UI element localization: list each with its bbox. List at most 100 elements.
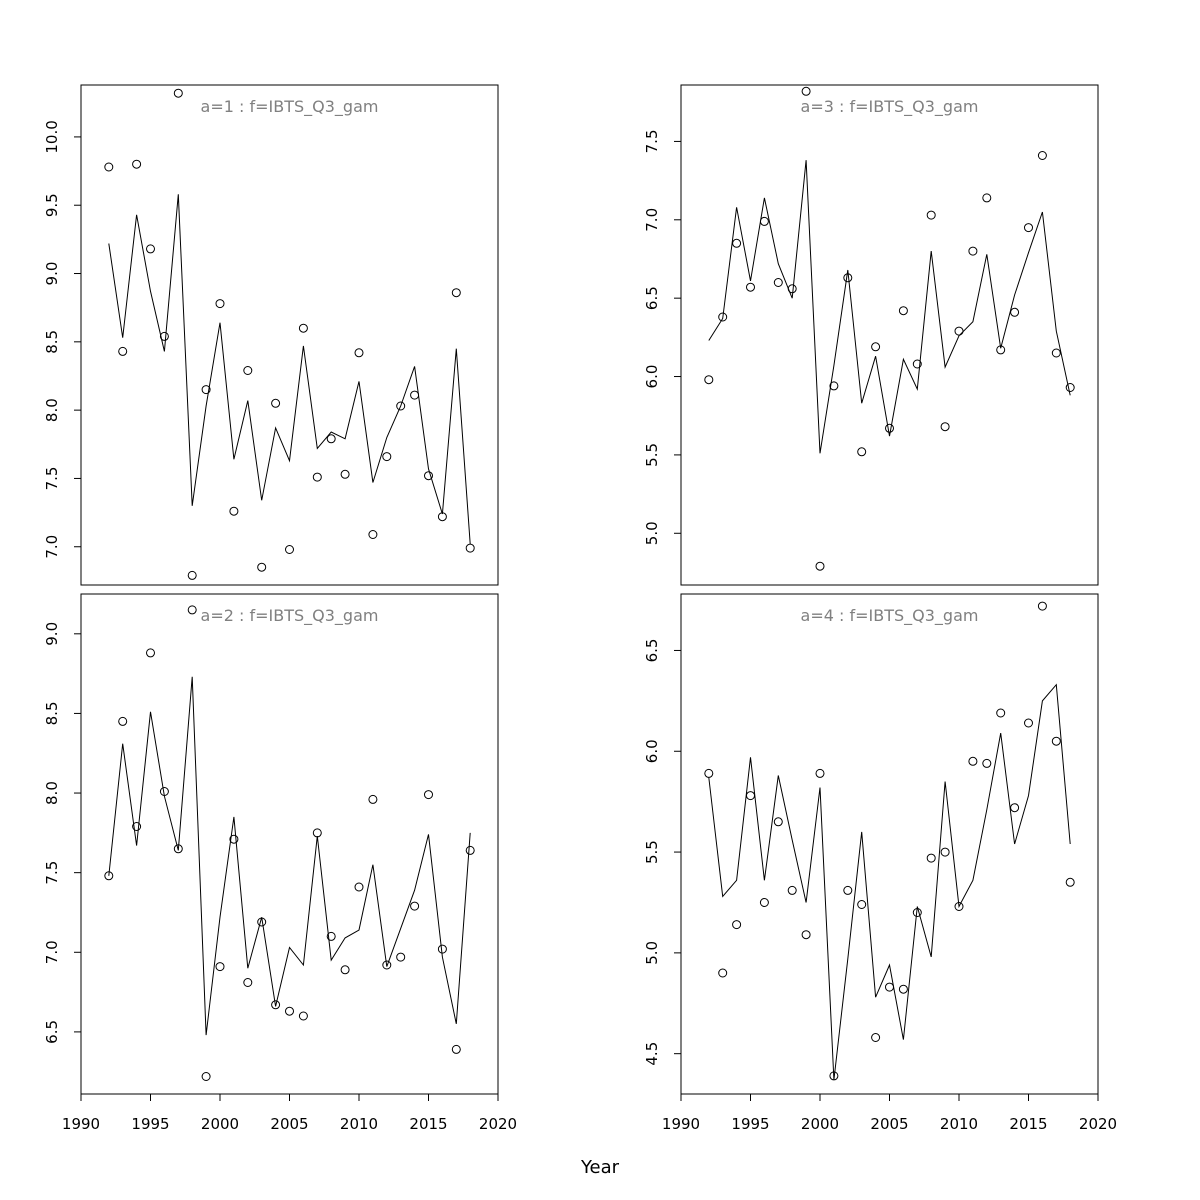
observed-point: [354, 348, 364, 358]
x-tick-label: 2020: [479, 1115, 517, 1133]
x-tick-label: 1995: [731, 1115, 769, 1133]
y-tick-label: 6.5: [43, 1020, 61, 1044]
y-tick-label: 6.0: [643, 365, 661, 389]
observed-point: [243, 366, 253, 375]
observed-point: [396, 952, 406, 962]
observed-point: [1065, 877, 1075, 887]
observed-point: [1024, 223, 1033, 233]
observed-point: [1010, 803, 1020, 813]
panel-1: a=1 : f=IBTS_Q3_gam 7.0 7.5 8.0 8.5 9.0 9.5 10.…: [43, 84, 499, 586]
y-tick-label: 5.0: [643, 521, 661, 545]
observed-point: [968, 756, 978, 766]
observed-point: [857, 900, 867, 909]
observed-point: [451, 1044, 461, 1054]
observed-point: [885, 423, 894, 433]
x-tick-label: 1990: [662, 1115, 700, 1133]
observed-point: [340, 469, 350, 479]
observed-point: [829, 1071, 839, 1081]
observed-point: [704, 375, 714, 385]
observed-point: [465, 845, 475, 855]
observed-point: [996, 345, 1006, 355]
observed-point: [396, 401, 406, 411]
y-tick-label: 9.0: [43, 622, 61, 646]
x-tick-label: 1995: [131, 1115, 169, 1133]
observed-point: [159, 331, 169, 341]
observed-point: [285, 1006, 294, 1016]
observed-point: [437, 512, 447, 522]
observed-point: [368, 530, 378, 539]
observed-point: [746, 282, 755, 292]
observed-point: [718, 968, 728, 978]
observed-point: [132, 159, 142, 169]
observed-point: [424, 471, 433, 481]
panel-3: a=2 : f=IBTS_Q3_gam 6.5 7.0 7.5 8.0 8.5 9.0 199…: [43, 593, 517, 1133]
observed-point: [229, 834, 239, 844]
observed-point: [912, 359, 922, 369]
observed-point: [132, 822, 142, 831]
observed-point: [843, 885, 853, 895]
observed-point: [326, 931, 336, 941]
observed-point: [982, 758, 992, 768]
observed-point: [354, 882, 364, 892]
x-tick-label: 2000: [801, 1115, 839, 1133]
y-tick-label: 7.0: [43, 535, 61, 559]
y-tick-label: 7.5: [643, 129, 661, 153]
fitted-line: [108, 194, 471, 545]
observed-point: [787, 885, 797, 895]
observed-point: [382, 960, 392, 970]
observed-point: [926, 853, 936, 863]
observed-point: [759, 216, 769, 226]
x-tick-label: 2005: [870, 1115, 908, 1133]
observed-point: [146, 244, 155, 254]
observed-point: [732, 920, 742, 930]
observed-point: [926, 210, 936, 220]
observed-point: [1037, 601, 1047, 611]
observed-point: [215, 299, 225, 309]
observed-point: [368, 794, 378, 804]
observed-point: [718, 312, 728, 322]
observed-point: [201, 385, 211, 395]
observed-point: [271, 398, 281, 408]
observed-point: [118, 716, 128, 726]
observed-point: [215, 962, 225, 972]
observed-point: [1051, 348, 1061, 358]
observed-point: [257, 562, 267, 572]
observed-point: [885, 982, 894, 992]
x-tick-label: 2020: [1079, 1115, 1117, 1133]
observed-point: [271, 1000, 281, 1010]
x-axis-title: Year: [580, 1157, 620, 1178]
observed-point: [104, 162, 114, 172]
observed-point: [340, 965, 350, 975]
observed-point: [954, 326, 964, 336]
observed-point: [104, 871, 114, 881]
x-tick-label: 2010: [940, 1115, 978, 1133]
observed-point: [954, 902, 964, 911]
observed-point: [843, 273, 853, 283]
observed-point: [257, 917, 267, 927]
panels: a=1 : f=IBTS_Q3_gam 7.0 7.5 8.0 8.5 9.0 9.5 10.…: [43, 84, 1117, 1133]
panel-4: a=4 : f=IBTS_Q3_gam 4.5 5.0 5.5 6.0 6.5 1990 19…: [643, 593, 1117, 1133]
observed-point: [118, 346, 128, 356]
panel-title: a=4 : f=IBTS_Q3_gam: [801, 606, 979, 626]
observed-point: [871, 1033, 881, 1042]
observed-point: [801, 86, 811, 96]
observed-point: [898, 984, 908, 994]
fitted-line: [708, 160, 1071, 454]
observed-point: [871, 342, 881, 352]
observed-point: [857, 447, 867, 457]
observed-point: [437, 944, 447, 954]
panel-2: a=3 : f=IBTS_Q3_gam 5.0 5.5 6.0 6.5 7.0 7.5: [643, 84, 1099, 586]
x-tick-label: 1990: [62, 1115, 100, 1133]
y-tick-label: 7.5: [43, 861, 61, 885]
observed-point: [1010, 307, 1020, 317]
y-tick-label: 9.0: [43, 262, 61, 286]
observed-point: [940, 422, 950, 432]
observed-point: [382, 452, 392, 462]
y-tick-label: 8.0: [43, 781, 61, 805]
observed-point: [1065, 383, 1075, 392]
panel-title: a=2 : f=IBTS_Q3_gam: [201, 606, 379, 626]
y-tick-label: 6.5: [643, 286, 661, 310]
observed-point: [326, 434, 336, 444]
y-tick-label: 7.0: [43, 940, 61, 964]
